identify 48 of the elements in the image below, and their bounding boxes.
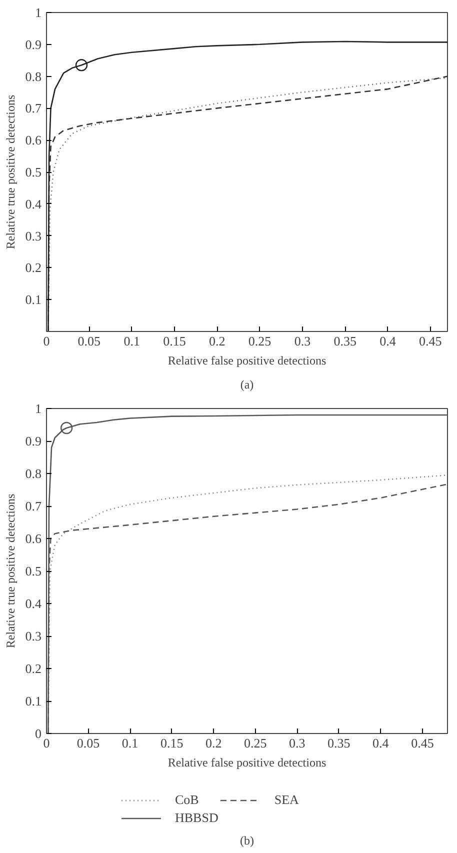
y-tick-label: 1 [35, 5, 42, 20]
y-axis-title: Relative true positive detections [3, 94, 18, 250]
x-tick-label: 0.05 [76, 736, 100, 750]
x-tick-label: 0.2 [205, 736, 222, 750]
legend-label: CoB [175, 792, 199, 808]
y-tick-label: 0.4 [25, 596, 42, 611]
x-tick-label: 0.15 [163, 334, 186, 348]
x-tick-label: 0.25 [244, 736, 267, 750]
y-tick-label: 0.3 [25, 628, 42, 644]
x-tick-label: 0.25 [248, 334, 272, 348]
y-tick-label: 0.2 [25, 661, 42, 676]
x-tick-label: 0.1 [124, 334, 140, 348]
y-tick-label: 0.1 [25, 694, 42, 708]
y-tick-label: 0.8 [25, 68, 42, 84]
x-tick-label: 0.3 [294, 334, 311, 348]
x-axis-title: Relative false positive detections [168, 354, 326, 368]
y-tick-label: 0.7 [25, 100, 42, 116]
y-tick-label: 0.6 [25, 132, 42, 148]
x-tick-label: 0.35 [328, 736, 350, 750]
text: (b) [240, 834, 254, 848]
y-tick-label: 0.5 [25, 564, 42, 578]
x-tick-label: 0.05 [78, 334, 101, 348]
x-tick-label: 0.3 [289, 736, 306, 750]
x-tick-label: 0.15 [160, 736, 184, 750]
legend-label: SEA [274, 792, 299, 808]
y-tick-label: 0.5 [25, 164, 42, 180]
legend-label: HBBSD [175, 810, 218, 826]
y-tick-label: 0.8 [25, 466, 42, 481]
y-tick-label: 1 [35, 401, 42, 416]
y-tick-label: 0.7 [25, 498, 42, 514]
y-tick-label: 0.4 [25, 196, 42, 212]
x-tick-label: 0.4 [380, 334, 396, 348]
x-tick-label: 0.1 [122, 736, 138, 750]
x-axis-title: Relative false positive detections [168, 756, 326, 770]
y-tick-label: 0.2 [25, 260, 42, 276]
y-tick-label: 0 [35, 726, 42, 741]
y-tick-label: 0.9 [25, 36, 42, 52]
y-tick-label: 0.9 [25, 434, 42, 448]
x-tick-label: 0.45 [419, 334, 442, 348]
x-tick-label: 0.4 [372, 736, 390, 750]
y-tick-label: 0.3 [25, 228, 42, 244]
x-tick-label: 0.45 [411, 736, 434, 750]
text: (a) [240, 378, 254, 392]
y-tick-label: 0.1 [25, 292, 42, 308]
y-tick-label: 0.6 [25, 531, 42, 546]
y-axis-title: Relative true positive detections [3, 494, 18, 648]
x-tick-label: 0.35 [334, 334, 356, 348]
x-tick-label: 0.2 [209, 334, 226, 348]
